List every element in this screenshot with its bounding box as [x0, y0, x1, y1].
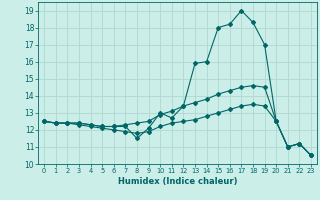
- X-axis label: Humidex (Indice chaleur): Humidex (Indice chaleur): [118, 177, 237, 186]
